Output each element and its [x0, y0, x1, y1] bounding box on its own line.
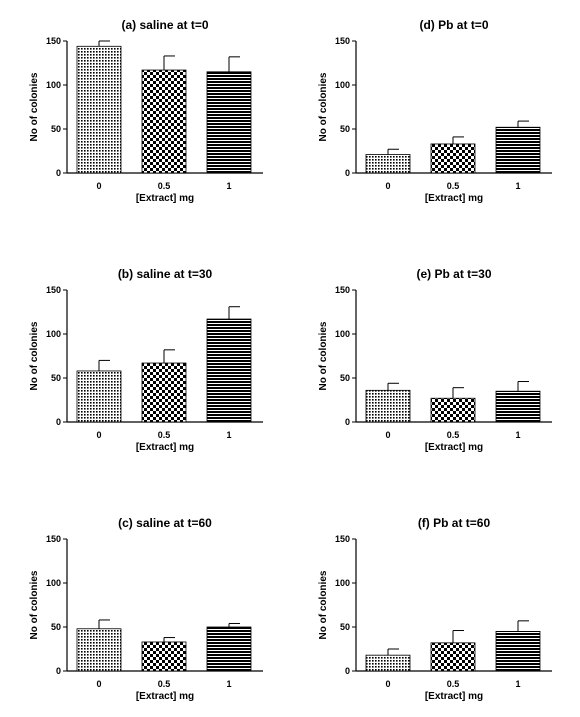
chart-title: (f) Pb at t=60	[418, 516, 491, 530]
y-tick-label: 0	[56, 417, 61, 427]
y-tick-label: 100	[46, 578, 61, 588]
x-tick-label: 0.5	[158, 679, 171, 689]
bar	[141, 69, 187, 174]
chart-title: (b) saline at t=30	[118, 267, 213, 281]
x-tick-label: 1	[515, 181, 520, 191]
y-tick-label: 0	[56, 666, 61, 676]
bar	[365, 154, 411, 174]
y-tick-label: 150	[335, 534, 350, 544]
y-tick-label: 150	[46, 534, 61, 544]
chart-panel-4: (e) Pb at t=30 0 50 100 150 No of colonies 0 0.…	[318, 267, 552, 453]
bar	[365, 654, 411, 672]
y-tick-label: 50	[51, 622, 61, 632]
y-tick-label: 50	[51, 373, 61, 383]
y-axis-label: No of colonies	[318, 321, 329, 390]
y-tick-label: 0	[56, 168, 61, 178]
y-axis-label: No of colonies	[318, 570, 329, 639]
y-tick-label: 50	[340, 373, 350, 383]
y-tick-label: 50	[51, 124, 61, 134]
bar	[495, 126, 541, 174]
x-tick-label: 0	[385, 181, 390, 191]
x-axis-label: [Extract] mg	[425, 193, 483, 204]
x-tick-label: 1	[515, 430, 520, 440]
x-axis-label: [Extract] mg	[136, 691, 194, 702]
y-axis-label: No of colonies	[29, 321, 40, 390]
x-tick-label: 0.5	[447, 679, 460, 689]
x-axis-label: [Extract] mg	[136, 193, 194, 204]
y-tick-label: 0	[345, 168, 350, 178]
y-tick-label: 100	[335, 578, 350, 588]
y-axis-label: No of colonies	[29, 72, 40, 141]
y-tick-label: 150	[46, 36, 61, 46]
bar	[76, 370, 122, 423]
bar	[206, 318, 252, 423]
chart-title: (e) Pb at t=30	[416, 267, 491, 281]
y-tick-label: 100	[46, 80, 61, 90]
bar	[206, 626, 252, 672]
y-tick-label: 0	[345, 666, 350, 676]
x-tick-label: 0	[96, 430, 101, 440]
bar	[495, 390, 541, 423]
chart-title: (a) saline at t=0	[121, 18, 208, 32]
y-tick-label: 100	[335, 329, 350, 339]
y-tick-label: 50	[340, 124, 350, 134]
x-tick-label: 0.5	[447, 181, 460, 191]
chart-panel-2: (d) Pb at t=0 0 50 100 150 No of colonies 0 0.5…	[318, 18, 552, 204]
y-axis-label: No of colonies	[29, 570, 40, 639]
chart-title: (c) saline at t=60	[118, 516, 212, 530]
y-axis-label: No of colonies	[318, 72, 329, 141]
y-tick-label: 100	[335, 80, 350, 90]
x-tick-label: 0.5	[447, 430, 460, 440]
bar	[365, 389, 411, 423]
bar	[141, 641, 187, 672]
bar	[430, 397, 476, 423]
x-tick-label: 0	[385, 430, 390, 440]
x-tick-label: 0.5	[158, 181, 171, 191]
chart-title: (d) Pb at t=0	[419, 18, 488, 32]
x-tick-label: 0	[385, 679, 390, 689]
y-tick-label: 150	[335, 285, 350, 295]
bar	[141, 362, 187, 423]
y-tick-label: 150	[335, 36, 350, 46]
bar	[206, 71, 252, 174]
x-tick-label: 1	[226, 181, 231, 191]
x-tick-label: 0.5	[158, 430, 171, 440]
x-axis-label: [Extract] mg	[425, 691, 483, 702]
y-tick-label: 150	[46, 285, 61, 295]
x-tick-label: 1	[226, 679, 231, 689]
x-tick-label: 0	[96, 679, 101, 689]
chart-panel-6: (f) Pb at t=60 0 50 100 150 No of colonies 0 0.…	[318, 516, 552, 702]
bar	[76, 628, 122, 672]
bar	[495, 631, 541, 672]
x-tick-label: 1	[226, 430, 231, 440]
chart-panel-5: (c) saline at t=60 0 50 100 150 No of colonie…	[29, 516, 263, 702]
y-tick-label: 0	[345, 417, 350, 427]
y-tick-label: 100	[46, 329, 61, 339]
chart-panel-3: (b) saline at t=30 0 50 100 150 No of colonie…	[29, 267, 263, 453]
bar	[430, 642, 476, 672]
x-tick-label: 0	[96, 181, 101, 191]
chart-panel-1: (a) saline at t=0 0 50 100 150 No of colonies…	[29, 18, 263, 204]
bar	[430, 143, 476, 174]
x-axis-label: [Extract] mg	[136, 442, 194, 453]
x-axis-label: [Extract] mg	[425, 442, 483, 453]
x-tick-label: 1	[515, 679, 520, 689]
y-tick-label: 50	[340, 622, 350, 632]
bar	[76, 45, 122, 174]
